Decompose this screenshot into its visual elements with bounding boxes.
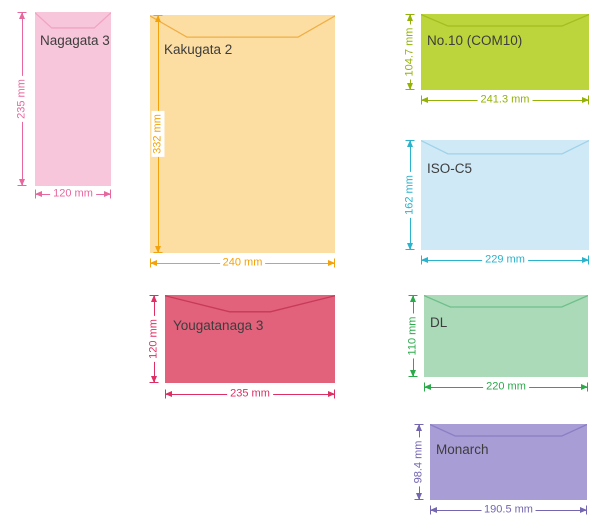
height-dimension: 110 mm bbox=[406, 295, 420, 377]
envelope-dl: DL bbox=[424, 295, 588, 377]
height-dimension: 98.4 mm bbox=[412, 424, 426, 500]
height-dimension-label: 98.4 mm bbox=[412, 437, 426, 487]
width-dimension: 235 mm bbox=[165, 387, 335, 401]
height-dimension-label: 162 mm bbox=[403, 172, 417, 218]
envelope-monarch: Monarch bbox=[430, 424, 587, 500]
envelope-name: Monarch bbox=[436, 442, 489, 457]
width-dimension-label: 120 mm bbox=[50, 187, 96, 201]
width-dimension-label: 229 mm bbox=[482, 253, 528, 267]
envelope-name: Kakugata 2 bbox=[164, 42, 233, 57]
height-dimension-label: 110 mm bbox=[406, 313, 420, 359]
envelope-flap-icon bbox=[424, 295, 588, 308]
height-dimension: 235 mm bbox=[15, 12, 29, 186]
height-dimension: 332 mm bbox=[151, 15, 165, 253]
width-dimension: 229 mm bbox=[421, 253, 589, 267]
height-dimension: 104.7 mm bbox=[403, 14, 417, 90]
height-dimension-label: 104.7 mm bbox=[403, 24, 417, 80]
envelope-flap-icon bbox=[165, 295, 335, 314]
width-dimension-label: 241.3 mm bbox=[477, 93, 533, 107]
width-dimension-label: 240 mm bbox=[219, 256, 266, 270]
envelope-name: No.10 (COM10) bbox=[427, 33, 523, 48]
envelope-flap-icon bbox=[421, 14, 589, 27]
envelope-name: Nagagata 3 bbox=[40, 33, 110, 48]
height-dimension: 162 mm bbox=[403, 140, 417, 250]
envelope-iso-c5: ISO-C5 bbox=[421, 140, 589, 250]
width-dimension-label: 235 mm bbox=[227, 387, 273, 401]
width-dimension: 241.3 mm bbox=[421, 93, 589, 107]
envelope-flap-icon bbox=[421, 140, 589, 155]
envelope-yougatanaga-3: Yougatanaga 3 bbox=[165, 295, 335, 383]
envelope-flap-icon bbox=[35, 12, 111, 30]
width-dimension: 120 mm bbox=[35, 187, 111, 201]
envelope-flap-icon bbox=[150, 15, 335, 39]
height-dimension: 120 mm bbox=[147, 295, 161, 383]
width-dimension: 240 mm bbox=[150, 256, 335, 270]
height-dimension-label: 235 mm bbox=[15, 76, 29, 122]
envelope-name: Yougatanaga 3 bbox=[173, 318, 264, 333]
width-dimension-label: 190.5 mm bbox=[481, 503, 536, 517]
envelope-name: DL bbox=[430, 315, 448, 330]
envelope-name: ISO-C5 bbox=[427, 161, 473, 176]
envelope-nagagata-3: Nagagata 3 bbox=[35, 12, 111, 186]
height-dimension-label: 332 mm bbox=[151, 111, 165, 157]
width-dimension-label: 220 mm bbox=[483, 380, 529, 394]
envelope-kakugata-2: Kakugata 2 bbox=[150, 15, 335, 253]
envelope-no10-com10: No.10 (COM10) bbox=[421, 14, 589, 90]
width-dimension: 190.5 mm bbox=[430, 503, 587, 517]
envelope-flap-icon bbox=[430, 424, 587, 437]
width-dimension: 220 mm bbox=[424, 380, 588, 394]
height-dimension-label: 120 mm bbox=[147, 316, 161, 362]
